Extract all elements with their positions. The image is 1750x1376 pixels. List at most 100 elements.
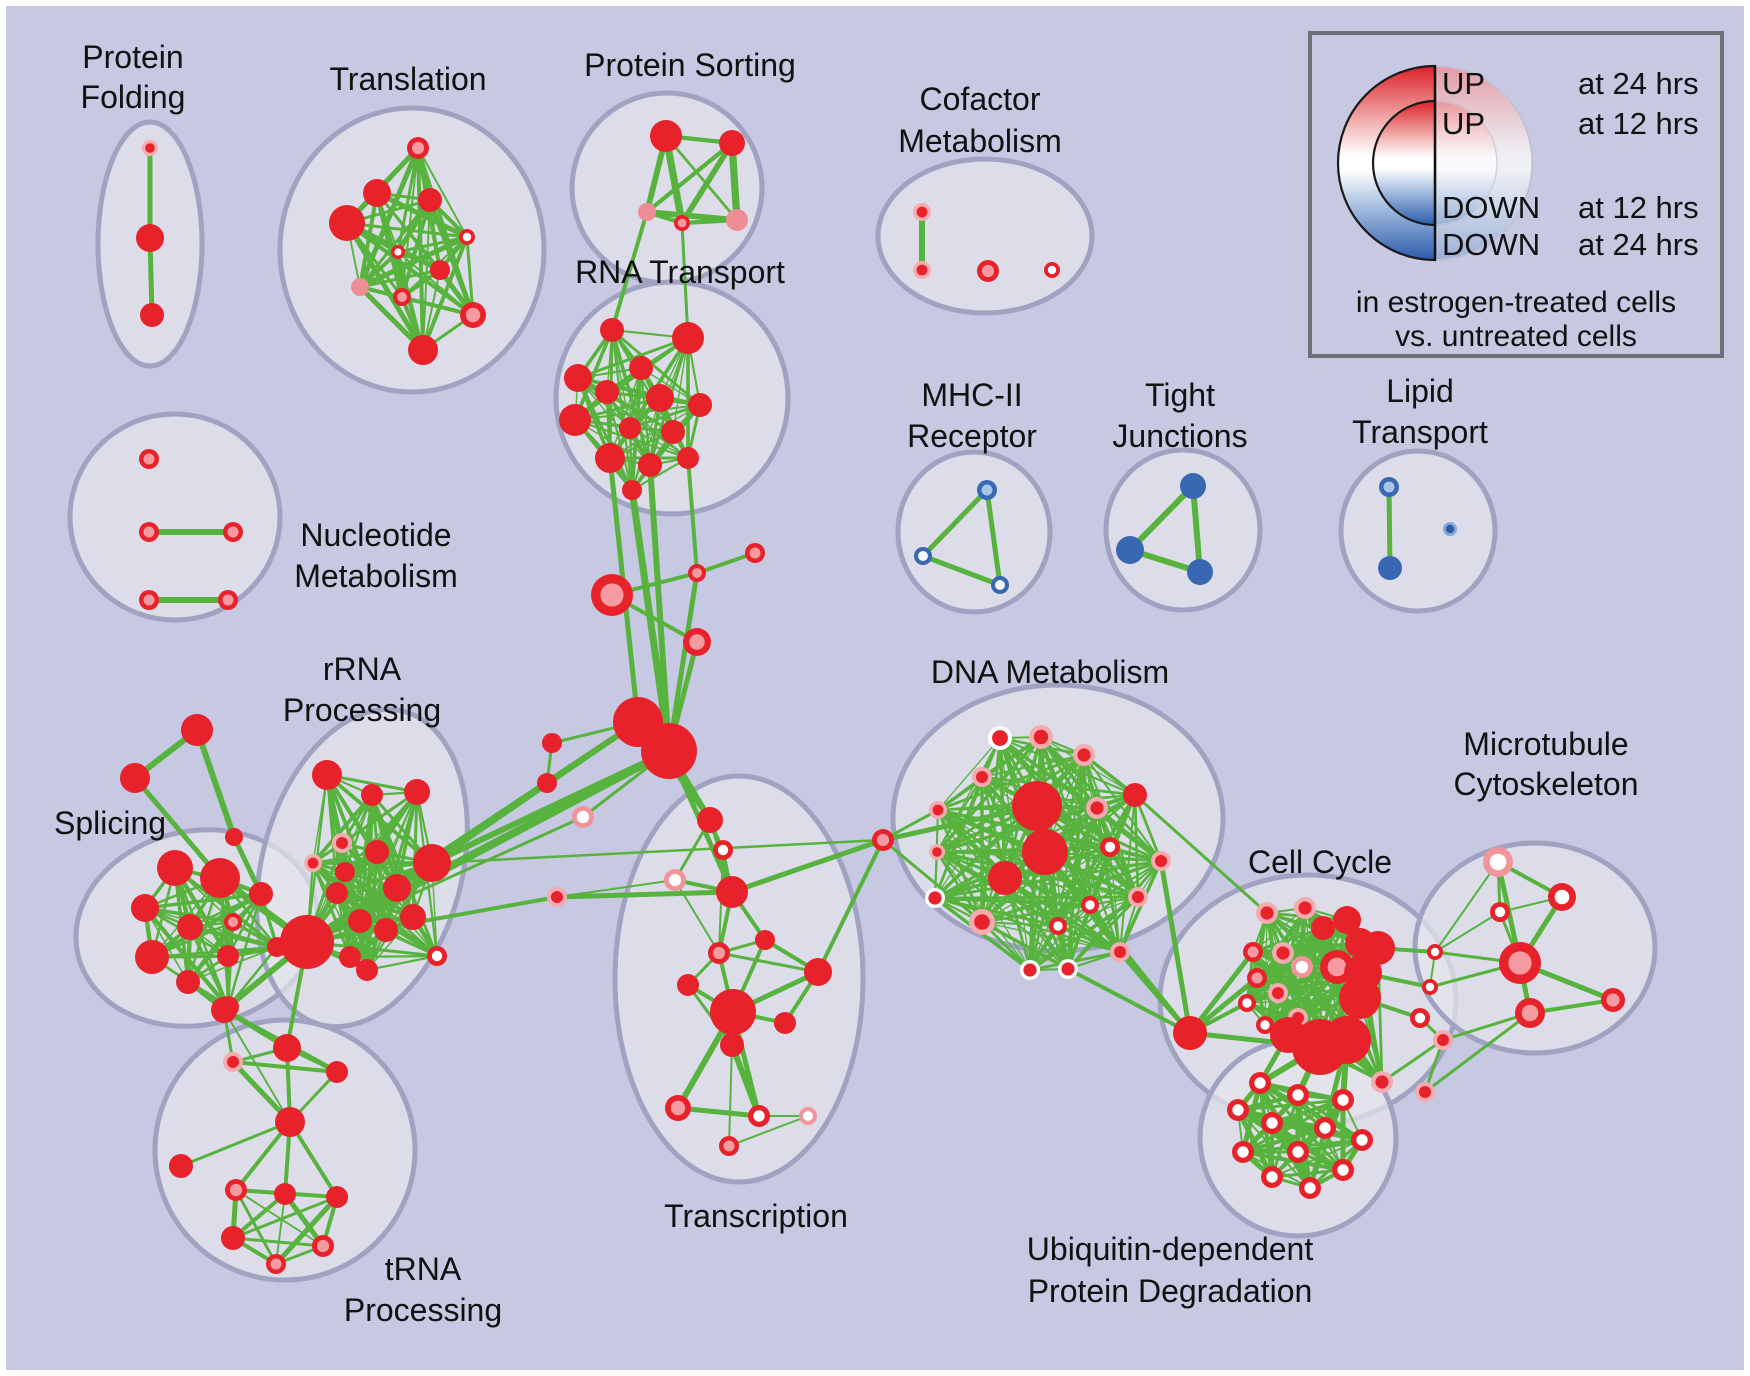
cluster-label-rna_transport: RNA Transport <box>575 254 785 290</box>
network-node-core <box>336 837 348 849</box>
network-node-core <box>143 526 155 538</box>
cluster-ellipse-cofactor <box>875 156 1095 316</box>
legend-time-label: at 24 hrs <box>1578 227 1699 262</box>
network-node <box>135 940 169 974</box>
network-node-core <box>307 857 319 869</box>
network-edge <box>396 235 469 254</box>
network-node <box>629 356 653 380</box>
network-edge <box>365 954 439 972</box>
network-edge <box>430 838 885 865</box>
network-edge <box>675 1105 762 1119</box>
network-edge <box>556 879 676 898</box>
network-node <box>136 224 164 252</box>
network-node-core <box>976 771 988 783</box>
network-edge <box>1434 861 1499 953</box>
layer-labels: Protein Folding Translation Protein Sorting… <box>54 39 1639 1328</box>
network-edge <box>1057 896 1139 927</box>
network-node-core <box>918 551 928 561</box>
network-edge <box>880 803 1040 843</box>
network-node <box>157 850 193 886</box>
network-edge <box>647 462 672 754</box>
legend: UP at 24 hrs UP at 12 hrs DOWN at 12 hrs DOWN a… <box>1308 31 1724 358</box>
network-node-core <box>670 1100 686 1116</box>
network-node-core <box>222 594 234 606</box>
network-edge <box>729 1042 762 1119</box>
network-node-core <box>1375 1075 1389 1089</box>
network-edge <box>1386 484 1393 571</box>
network-edge <box>609 404 701 459</box>
network-edge <box>311 793 374 865</box>
network-edge <box>935 850 1070 971</box>
network-edge <box>573 418 690 460</box>
network-node <box>326 1186 348 1208</box>
network-node-core <box>1554 889 1570 905</box>
network-node-core <box>1251 972 1263 984</box>
layer-nodes <box>120 120 1625 1274</box>
network-node-core <box>749 547 761 559</box>
network-node <box>677 447 699 469</box>
network-node-core <box>397 292 407 302</box>
network-edge <box>1270 1168 1345 1179</box>
network-node <box>383 874 411 902</box>
network-node <box>564 364 592 392</box>
network-node-core <box>928 891 942 905</box>
network-node <box>559 404 591 436</box>
network-node <box>274 1183 296 1205</box>
network-edge <box>679 140 735 226</box>
network-edge <box>936 753 1086 812</box>
network-node-core <box>668 873 682 887</box>
network-node <box>335 862 355 882</box>
network-node <box>638 453 662 477</box>
network-node-core <box>992 730 1008 746</box>
network-node-core <box>1489 853 1507 871</box>
legend-time-label: at 24 hrs <box>1578 66 1699 101</box>
network-node-core <box>1414 1012 1426 1024</box>
network-edge <box>606 391 689 459</box>
network-edge <box>933 775 984 900</box>
network-node-core <box>1254 1077 1266 1089</box>
network-node <box>646 384 674 412</box>
network-node <box>710 989 756 1035</box>
network-node-core <box>981 484 993 496</box>
network-edge <box>935 850 1140 899</box>
network-node-core <box>1232 1104 1244 1116</box>
network-node-core <box>143 453 155 465</box>
network-node-core <box>1356 1134 1368 1146</box>
legend-direction-label: UP <box>1442 66 1485 101</box>
network-node <box>595 380 619 404</box>
network-node <box>1180 473 1206 499</box>
network-node-core <box>692 568 702 578</box>
network-edge <box>173 866 279 949</box>
cluster-label-nucleotide: Nucleotide <box>300 517 451 553</box>
network-node <box>641 723 697 779</box>
network-edge <box>1236 1098 1345 1112</box>
network-edge <box>881 838 984 924</box>
network-node-core <box>270 1258 282 1270</box>
network-edge <box>397 251 474 316</box>
network-edge <box>933 859 1163 900</box>
network-node <box>221 1226 245 1250</box>
network-edge <box>1066 859 1163 971</box>
network-node <box>374 918 398 942</box>
network-edge <box>980 859 1163 924</box>
network-edge <box>231 1236 325 1248</box>
network-node <box>363 179 391 207</box>
cluster-label-cell_cycle: Cell Cycle <box>1248 844 1392 880</box>
network-edge <box>816 838 885 974</box>
network-edge <box>980 753 1086 779</box>
legend-disk-12h <box>1371 99 1437 227</box>
cluster-ellipse-nucleotide <box>67 411 283 623</box>
network-node-core <box>932 847 942 857</box>
network-edge <box>1056 924 1122 954</box>
network-edge <box>429 719 641 866</box>
network-node-core <box>227 1056 239 1068</box>
network-edge <box>1240 1125 1328 1155</box>
network-node <box>329 205 365 241</box>
cluster-label-rrna: Processing <box>283 692 441 728</box>
cluster-label-lipid: Lipid <box>1386 373 1454 409</box>
network-node-core <box>1292 1146 1304 1158</box>
network-node <box>176 970 200 994</box>
network-node <box>339 946 361 968</box>
network-node <box>351 278 369 296</box>
network-node <box>356 959 378 981</box>
